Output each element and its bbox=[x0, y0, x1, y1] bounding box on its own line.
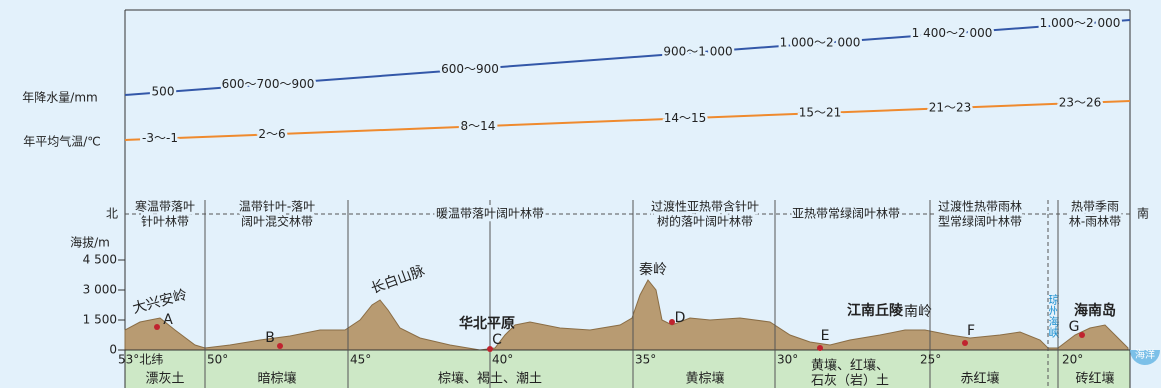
point-marker bbox=[817, 345, 823, 351]
altitude-tick-label: 3 000 bbox=[83, 283, 117, 297]
vegetation-zone: 树的落叶阔叶林带 bbox=[657, 214, 753, 229]
place-name: 江南丘陵 bbox=[847, 302, 904, 319]
soil-type: 赤红壤 bbox=[960, 371, 999, 387]
point-marker bbox=[487, 346, 493, 352]
latitude-label: 40° bbox=[492, 353, 513, 367]
temperature-value: 2～6 bbox=[258, 127, 285, 141]
sea-shape bbox=[1130, 350, 1160, 365]
temperature-value: 21～23 bbox=[929, 100, 972, 114]
temperature-label: 年平均气温/℃ bbox=[23, 134, 101, 149]
point-marker bbox=[1079, 332, 1085, 338]
point-marker bbox=[962, 340, 968, 346]
point-marker bbox=[669, 319, 675, 325]
temperature-value: 23～26 bbox=[1059, 95, 1102, 109]
vegetation-zone: 寒温带落叶 bbox=[135, 199, 195, 214]
temperature-value: 14～15 bbox=[664, 111, 707, 125]
point-label: B bbox=[265, 330, 275, 346]
south-label: 南 bbox=[1137, 206, 1149, 221]
altitude-tick-label: 1 500 bbox=[83, 313, 117, 327]
temperature-value: 15～21 bbox=[799, 106, 842, 120]
precipitation-label: 年降水量/mm bbox=[22, 91, 97, 105]
point-label: F bbox=[967, 323, 975, 339]
altitude-label: 海拔/m bbox=[70, 235, 110, 250]
precipitation-value: 600～700～900 bbox=[222, 77, 315, 91]
latitude-label: 50° bbox=[207, 353, 228, 367]
latitude-label: 20° bbox=[1062, 353, 1083, 367]
latitude-label: 35° bbox=[635, 353, 656, 367]
vegetation-zone: 暖温带落叶阔叶林带 bbox=[436, 207, 544, 221]
soil-type: 砖红壤 bbox=[1075, 371, 1114, 387]
place-name: 海南岛 bbox=[1074, 302, 1116, 319]
strait-label: 琼州海峡 bbox=[1047, 293, 1060, 338]
precipitation-value: 600～900 bbox=[441, 62, 499, 76]
vegetation-zone: 温带针叶-落叶 bbox=[239, 199, 315, 214]
place-name: 秦岭 bbox=[639, 262, 667, 278]
temperature-value: 8～14 bbox=[461, 119, 496, 133]
point-label: E bbox=[821, 328, 830, 344]
vegetation-zone: 过渡性亚热带含针叶 bbox=[651, 199, 759, 214]
place-name: 南岭 bbox=[904, 304, 932, 320]
latitude-label: 53°北纬 bbox=[118, 353, 163, 367]
precipitation-line bbox=[124, 19, 1131, 96]
soil-type: 石灰（岩）土 bbox=[811, 374, 889, 388]
vegetation-zone: 亚热带常绿阔叶林带 bbox=[792, 206, 900, 221]
soil-type: 黄棕壤 bbox=[685, 371, 724, 387]
soil-type: 漂灰土 bbox=[145, 371, 184, 387]
point-label: G bbox=[1069, 319, 1080, 335]
altitude-tick-label: 4 500 bbox=[83, 253, 117, 267]
sea-label: 海洋 bbox=[1135, 348, 1155, 361]
place-name: 华北平原 bbox=[459, 315, 515, 332]
vegetation-zone: 针叶林带 bbox=[141, 214, 189, 229]
latitude-label: 45° bbox=[350, 353, 371, 367]
precipitation-value: 500 bbox=[152, 85, 175, 99]
latitude-label: 30° bbox=[777, 353, 798, 367]
point-marker bbox=[277, 343, 283, 349]
point-label: C bbox=[492, 332, 502, 348]
soil-band bbox=[125, 350, 1130, 388]
vegetation-zone: 过渡性热带雨林 bbox=[938, 199, 1022, 214]
precipitation-value: 1 000～2 000 bbox=[1040, 16, 1121, 30]
temperature-value: -3～-1 bbox=[142, 131, 178, 145]
soil-type: 暗棕壤 bbox=[257, 371, 296, 387]
precipitation-value: 900～1 000 bbox=[663, 45, 732, 59]
point-label: A bbox=[163, 312, 173, 328]
soil-type: 黄壤、红壤、 bbox=[811, 358, 889, 374]
vegetation-zone: 林-雨林带 bbox=[1069, 215, 1121, 229]
temperature-line bbox=[124, 100, 1131, 141]
altitude-tick-label: 0 bbox=[109, 343, 117, 357]
north-label: 北 bbox=[106, 207, 118, 221]
soil-type: 棕壤、褐土、潮土 bbox=[438, 371, 542, 387]
latitude-label: 25° bbox=[920, 353, 941, 367]
point-marker bbox=[154, 324, 160, 330]
precipitation-value: 1 000～2 000 bbox=[780, 36, 861, 50]
vegetation-zone: 热带季雨 bbox=[1071, 200, 1119, 214]
vegetation-zone: 阔叶混交林带 bbox=[241, 214, 313, 229]
terrain-profile bbox=[124, 279, 1129, 351]
vegetation-zone: 型常绿阔叶林带 bbox=[938, 214, 1022, 229]
point-label: D bbox=[675, 310, 686, 326]
precipitation-value: 1 400～2 000 bbox=[912, 26, 993, 40]
